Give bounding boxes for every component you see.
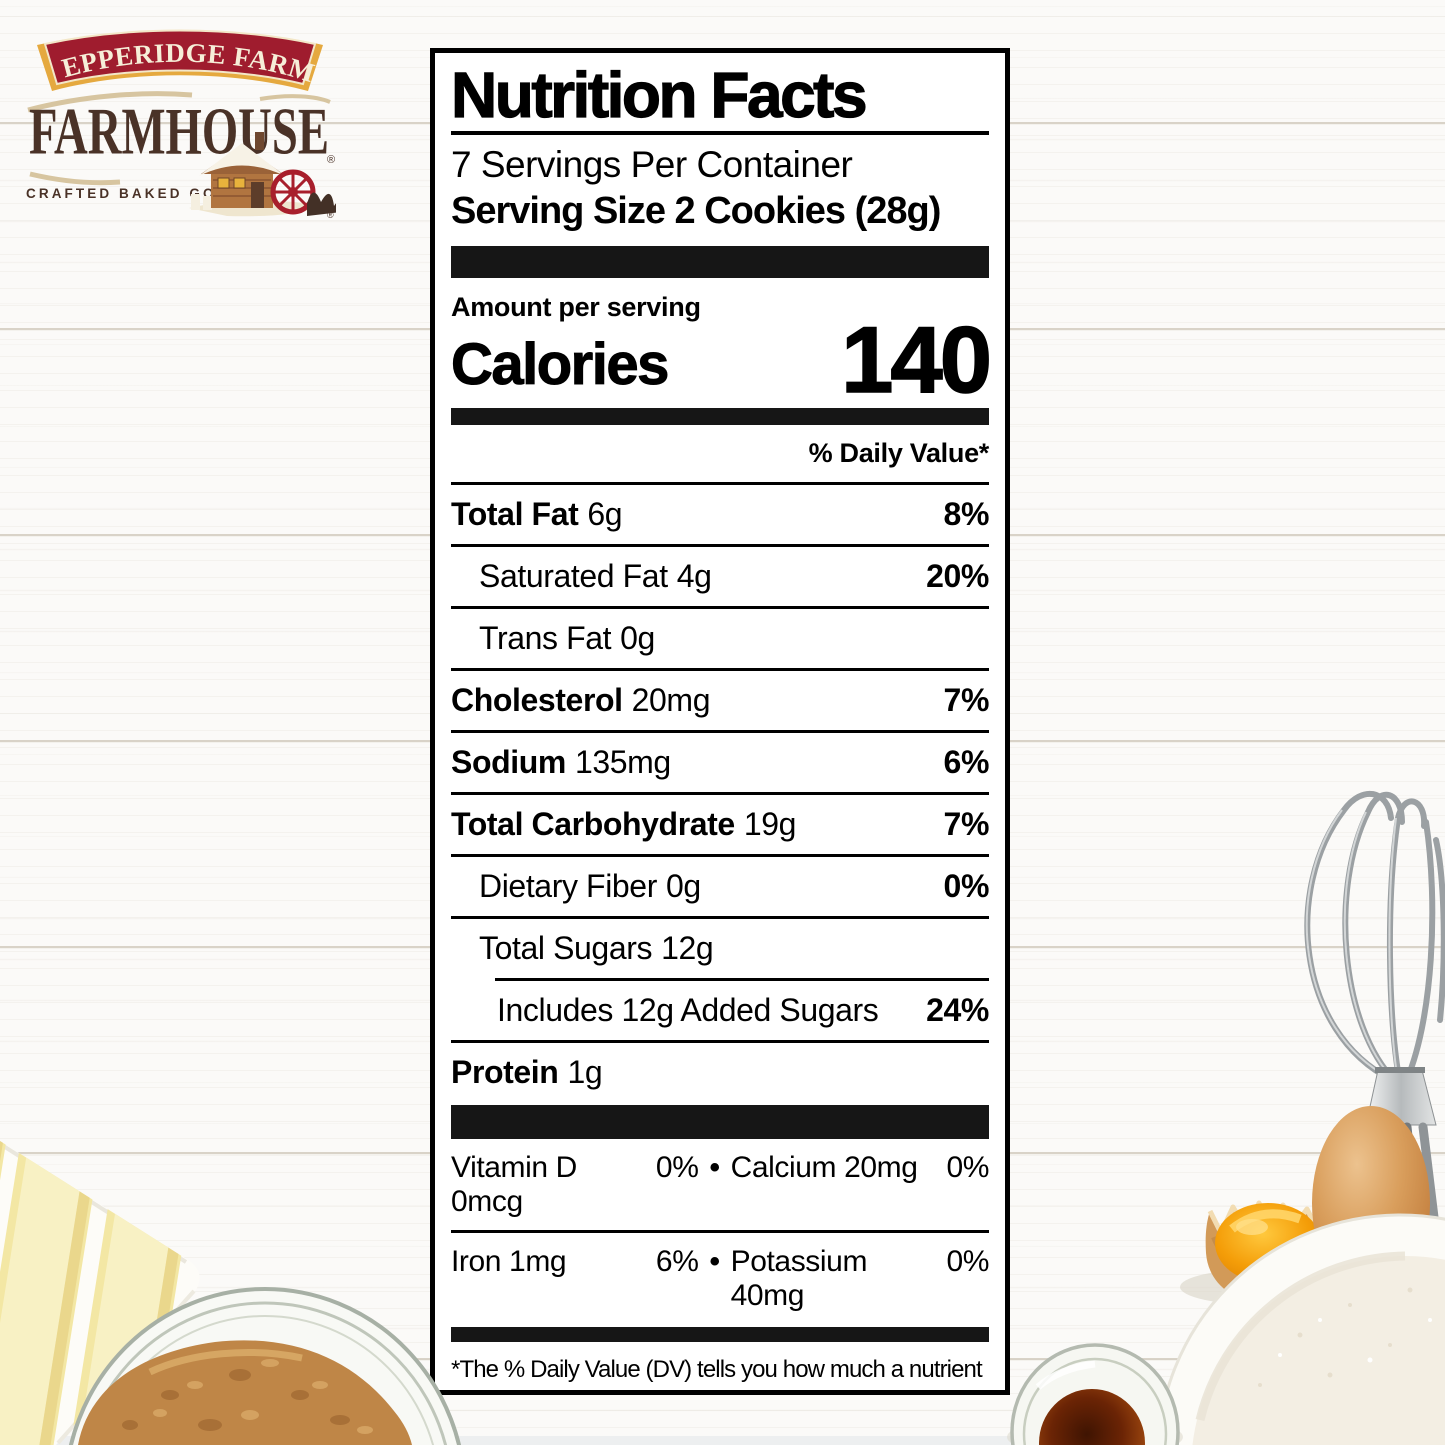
nutrient-name: Saturated Fat: [479, 558, 668, 595]
nutrient-amount: 6g: [587, 496, 623, 533]
nutrient-name: Total Sugars: [479, 930, 653, 967]
nutrient-name: Cholesterol: [451, 682, 623, 719]
nutrient-daily-value: 0%: [943, 868, 990, 905]
nutrient-row: Total Sugars 12g: [451, 916, 989, 978]
nutrient-row: Sodium 135mg 6%: [451, 730, 989, 792]
calories-row: Calories 140: [451, 307, 993, 413]
nutrient-row: Protein 1g: [451, 1040, 989, 1102]
nutrient-name: Protein: [451, 1054, 559, 1091]
nutrient-row: Saturated Fat 4g 20%: [451, 544, 989, 606]
farmhouse-illustration-icon: ®: [189, 132, 336, 220]
vanilla-extract-bowl: [1007, 1343, 1183, 1445]
eggs-flour-vanilla: [1007, 1106, 1445, 1445]
micronutrient-left: Vitamin D 0mcg 0%: [451, 1151, 699, 1219]
dv-footnote: *The % Daily Value (DV) tells you how mu…: [451, 1356, 983, 1390]
flour: [1192, 1256, 1445, 1445]
nutrient-amount: 1g: [567, 1054, 603, 1091]
nutrient-row: Total Fat 6g 8%: [451, 485, 989, 544]
wordmark: FARMHOUSE: [29, 95, 329, 169]
nutrient-amount: 20mg: [631, 682, 711, 719]
nutrient-row: Cholesterol 20mg 7%: [451, 668, 989, 730]
nutrient-row: Dietary Fiber 0g 0%: [451, 854, 989, 916]
nutrient-amount: 0g: [665, 868, 701, 905]
swoosh-left-icon: [27, 91, 193, 113]
calories-label: Calories: [451, 331, 670, 397]
micronutrient-daily-value: 0%: [655, 1151, 699, 1185]
nutrient-amount: 4g: [676, 558, 712, 595]
nutrient-daily-value: 6%: [943, 744, 990, 781]
micronutrient-row: Vitamin D 0mcg 0% • Calcium 20mg 0%: [451, 1139, 989, 1230]
micronutrient-daily-value: 0%: [946, 1151, 989, 1185]
nutrient-name: Trans Fat: [479, 620, 612, 657]
nutrient-amount: 12g: [661, 930, 714, 967]
micronutrient-right: Potassium 40mg 0%: [730, 1245, 990, 1313]
micronutrient-daily-value: 0%: [946, 1245, 989, 1279]
nutrition-facts-label: Nutrition Facts 7 Servings Per Container…: [430, 48, 1010, 1395]
micronutrient-name: Iron 1mg: [451, 1245, 567, 1279]
nutrient-row: Trans Fat 0g: [451, 606, 989, 668]
bullet-separator-icon: •: [709, 1151, 720, 1185]
micronutrient-name: Calcium 20mg: [730, 1151, 918, 1185]
nutrient-amount: 0g: [620, 620, 655, 657]
nutrient-rows: Total Fat 6g 8% Saturated Fat 4g 20% Trans Fat…: [451, 485, 989, 1102]
micronutrient-name: Vitamin D 0mcg: [451, 1151, 577, 1219]
amount-per-serving-label: Amount per serving: [451, 292, 701, 323]
nutrient-amount: 135mg: [574, 744, 671, 781]
nutrient-name: Includes 12g Added Sugars: [497, 992, 879, 1029]
thick-divider-bar: [451, 246, 989, 279]
registered-mark: ®: [327, 154, 335, 166]
nutrient-name: Dietary Fiber: [479, 868, 657, 905]
pepperidge-farm-farmhouse-logo: PEPPERIDGE FARM FARMHOUSE ® CRAFTED BAKE…: [24, 22, 336, 220]
serving-size: Serving Size 2 Cookies (28g): [451, 190, 941, 233]
nutrient-name: Total Fat: [451, 496, 579, 533]
nutrient-daily-value: 24%: [926, 992, 989, 1029]
banner-red: [43, 29, 317, 86]
micronutrient-name: Potassium 40mg: [730, 1245, 868, 1313]
thick-divider-bar-2: [451, 1105, 989, 1140]
nutrient-row: Includes 12g Added Sugars 24%: [451, 978, 989, 1040]
vanilla-extract: [1039, 1389, 1145, 1445]
micronutrient-right: Calcium 20mg 0%: [730, 1151, 990, 1185]
nutrient-name: Sodium: [451, 744, 566, 781]
medium-divider-bar-2: [451, 1327, 989, 1343]
table-edge: [0, 1436, 1445, 1445]
brown-sugar-bowl: [68, 1287, 462, 1445]
swoosh-right-icon: [259, 94, 331, 104]
nutrient-row: Total Carbohydrate 19g 7%: [451, 792, 989, 854]
bullet-separator-icon: •: [709, 1245, 720, 1279]
title-rule: [451, 131, 989, 136]
calories-value: 140: [840, 307, 992, 413]
flour-bowl: [1156, 1213, 1445, 1445]
nutrient-daily-value: 8%: [943, 496, 990, 533]
micronutrient-left: Iron 1mg 6%: [451, 1245, 699, 1279]
swoosh-bottom-icon: [29, 171, 121, 186]
daily-value-header: % Daily Value*: [451, 425, 989, 486]
nutrient-name: Total Carbohydrate: [451, 806, 735, 843]
nutrient-daily-value: 20%: [926, 558, 989, 595]
nutrient-amount: 19g: [743, 806, 797, 843]
micronutrient-daily-value: 6%: [655, 1245, 699, 1279]
servings-per-container: 7 Servings Per Container: [451, 144, 853, 186]
svg-text:®: ®: [327, 210, 334, 220]
label-title: Nutrition Facts: [450, 59, 868, 131]
medium-divider-bar: [451, 408, 989, 426]
micronutrient-row: Iron 1mg 6% • Potassium 40mg 0%: [451, 1230, 989, 1324]
micronutrient-rows: Vitamin D 0mcg 0% • Calcium 20mg 0% Iron 1mg 6…: [451, 1139, 989, 1324]
nutrient-daily-value: 7%: [943, 682, 990, 719]
butter-and-brown-sugar: [0, 1112, 462, 1445]
nutrient-daily-value: 7%: [943, 806, 990, 843]
